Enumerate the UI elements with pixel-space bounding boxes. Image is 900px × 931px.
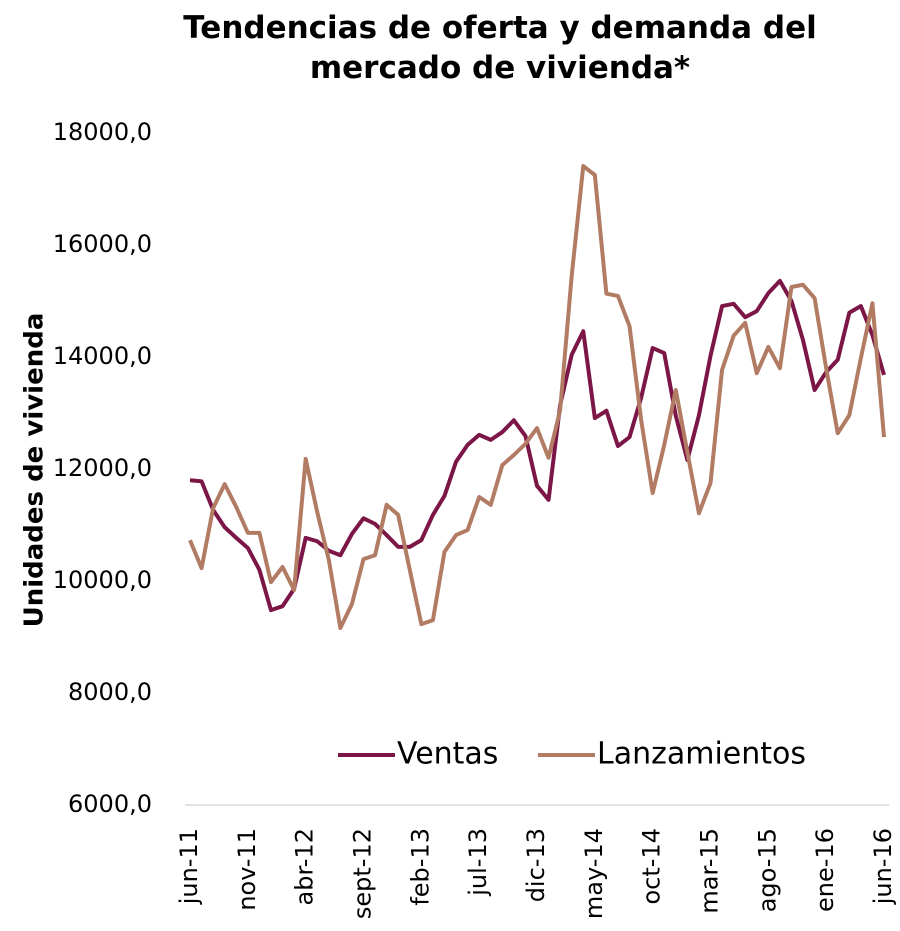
- y-tick-label: 6000,0: [68, 790, 152, 818]
- y-axis-label: Unidades de vivienda: [20, 313, 50, 628]
- x-tick-label: sept-12: [349, 828, 377, 919]
- legend-label: Ventas: [397, 737, 498, 772]
- y-tick-label: 18000,0: [53, 118, 152, 146]
- x-tick-label: jun-11: [175, 828, 203, 905]
- x-tick-label: oct-14: [638, 828, 666, 905]
- x-tick-label: ene-16: [811, 828, 839, 912]
- series-line: [189, 278, 886, 613]
- x-tick-label: jul-13: [464, 828, 492, 897]
- y-tick-label: 14000,0: [53, 342, 152, 370]
- x-tick-label: jun-16: [869, 828, 897, 905]
- x-tick-label: may-14: [580, 828, 608, 919]
- series-line: [188, 164, 886, 631]
- x-tick-label: mar-15: [696, 828, 724, 914]
- x-tick-label: abr-12: [291, 828, 319, 905]
- chart-title: Tendencias de oferta y demanda del merca…: [183, 10, 817, 86]
- x-tick-label: feb-13: [406, 828, 434, 906]
- x-tick-label: ago-15: [753, 828, 781, 912]
- y-tick-label: 10000,0: [53, 566, 152, 594]
- legend-label: Lanzamientos: [597, 737, 806, 772]
- y-tick-label: 8000,0: [68, 678, 152, 706]
- y-tick-label: 12000,0: [53, 454, 152, 482]
- x-tick-label: nov-11: [233, 828, 261, 911]
- y-tick-label: 16000,0: [53, 230, 152, 258]
- x-tick-label: dic-13: [522, 828, 550, 902]
